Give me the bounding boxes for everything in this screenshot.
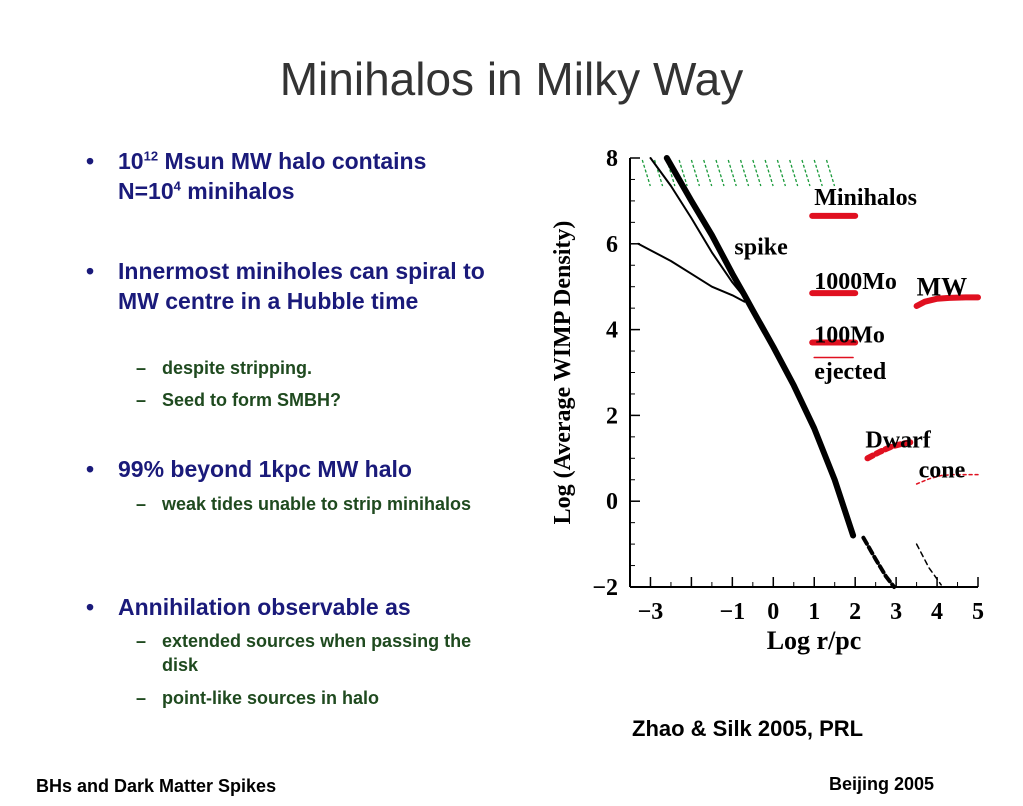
x-tick-label: 5 [972,599,984,625]
density-curve [663,155,857,539]
density-curve [637,242,746,303]
series-layer [637,155,942,589]
x-axis-title: Log r/pc [767,626,862,655]
y-axis-title: Log (Average WIMP Density) [550,221,576,525]
hatch-mark [789,159,799,187]
red-band-marker [915,473,979,485]
bullet-text: Annihilation observable as [118,594,411,620]
chart-annotation: MW [917,272,968,301]
x-tick-label: −3 [638,599,664,625]
hatch-mark [739,159,750,187]
hatch-mark [690,159,701,187]
y-tick-label: 2 [606,403,618,429]
sub-bullet-text: Seed to form SMBH? [162,390,342,410]
hatch-mark [776,159,787,187]
sub-bullet: – Seed to form SMBH? [136,388,486,412]
x-tick-label: 2 [849,599,861,625]
y-tick-label: 8 [606,146,618,172]
density-curve [649,157,746,299]
sub-bullet-marker: – [136,390,147,410]
chart-annotation: Minihalos [814,185,917,211]
x-tick-label: 0 [767,599,779,625]
bullet-minihalo-count: • 1012 Msun MW halo contains N=104 minih… [86,146,488,206]
y-tick-label: 6 [606,232,618,258]
hatch-mark [764,159,774,187]
chart-annotation: ejected [814,359,887,385]
hatch-mark [801,159,811,187]
hatch-mark [752,159,762,187]
chart-axes [629,157,979,588]
sub-bullet-text: despite stripping. [162,358,313,378]
hatch-mark [641,159,651,187]
hatch-mark [825,159,836,187]
chart-annotation: spike [734,235,788,261]
chart-annotation: 100Mo [814,322,885,348]
sub-bullet-text: point-like sources in halo [162,688,380,708]
bullet-beyond-1kpc: • 99% beyond 1kpc MW halo [86,454,488,484]
footer-right: Beijing 2005 [829,774,935,794]
bullet-annihilation: • Annihilation observable as [86,592,488,622]
figure-caption: Zhao & Silk 2005, PRL [632,716,864,741]
red-marker-layer [809,212,981,485]
footer-left: BHs and Dark Matter Spikes [36,776,277,796]
red-band-marker [864,439,916,462]
sub-bullet: – point-like sources in halo [136,686,486,710]
hatch-mark [727,159,737,187]
chart-annotation: Dwarf [865,428,931,454]
sub-bullet-marker: – [136,631,147,651]
bullet-marker: • [86,148,95,174]
y-tick-label: −2 [592,575,618,601]
hatch-mark [813,159,823,187]
sub-bullet: – extended sources when passing the disk [136,629,486,677]
x-tick-label: 1 [808,599,820,625]
hatch-mark [666,159,676,187]
sub-bullet-marker: – [136,494,147,514]
sub-bullet-text: weak tides unable to strip minihalos [162,494,472,514]
sub-bullet: – weak tides unable to strip minihalos [136,492,486,516]
hatch-mark [653,159,664,187]
sub-bullet-text: extended sources when passing the disk [162,631,472,675]
bullet-marker: • [86,258,95,284]
hatch-mark [678,159,688,187]
bullet-text: Innermost miniholes can spiral to MW cen… [118,258,485,314]
hatch-mark [715,159,725,187]
y-tick-label: 0 [606,489,618,515]
chart-annotation: 1000Mo [814,269,897,295]
hatch-mark [703,159,713,187]
density-chart: 8 6 4 2 0 −2 −3 −1 0 1 2 3 4 5 Log r/pc Log (Average WI… [550,146,984,655]
bullet-text: 99% beyond 1kpc MW halo [118,456,412,482]
x-tick-label: 3 [890,599,902,625]
density-curve [861,535,897,589]
y-tick-label: 4 [606,318,618,344]
sub-bullet-marker: – [136,358,147,378]
chart-labels: 8 6 4 2 0 −2 −3 −1 0 1 2 3 4 5 Log r/pc Log (Average WI… [550,146,984,655]
bullet-marker: • [86,594,95,620]
bullet-marker: • [86,456,95,482]
x-tick-label: −1 [720,599,746,625]
sub-bullet-marker: – [136,688,147,708]
x-tick-label: 4 [931,599,943,625]
red-band-marker [913,294,981,309]
bullet-text: 1012 Msun MW halo contains N=104 minihal… [118,148,427,204]
bullet-innermost: • Innermost miniholes can spiral to MW c… [86,256,488,316]
chart-annotation: cone [919,458,966,484]
sub-bullet: – despite stripping. [136,356,486,380]
hatch-region [641,159,836,187]
slide-title: Minihalos in Milky Way [279,53,744,105]
